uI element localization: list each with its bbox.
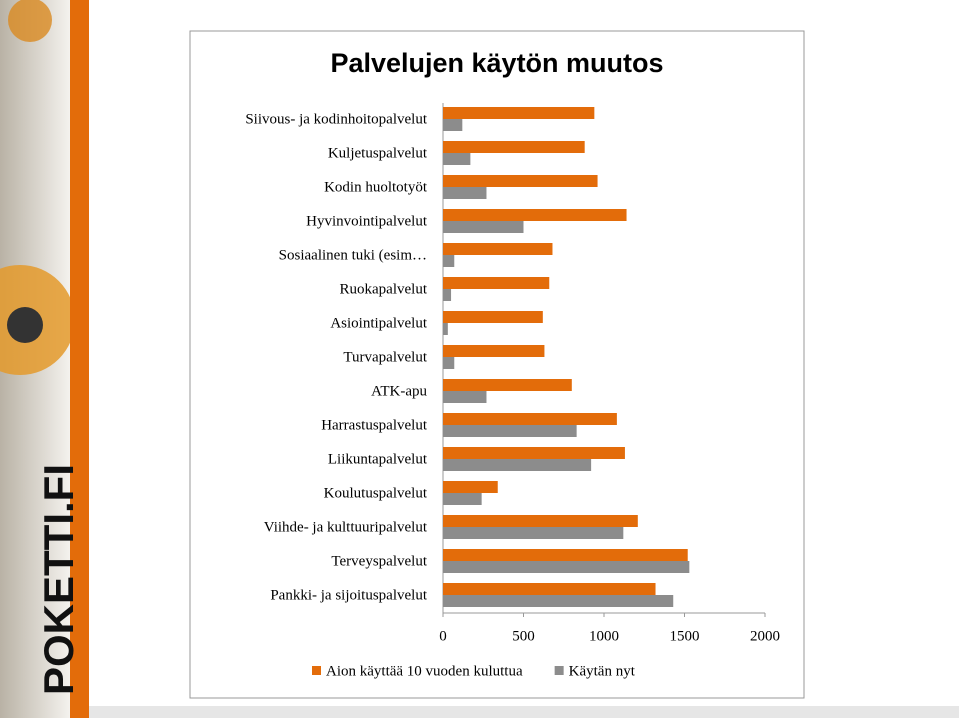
bar — [443, 243, 553, 255]
bar — [443, 425, 577, 437]
bar — [443, 119, 463, 131]
legend-swatch — [554, 666, 564, 675]
y-tick-label: Kodin huoltotyöt — [324, 179, 428, 195]
bar — [443, 187, 487, 199]
legend-label: Käytän nyt — [569, 663, 636, 679]
bottom-strip — [89, 706, 959, 718]
bar — [443, 527, 624, 539]
bar — [443, 515, 638, 527]
bar — [443, 493, 482, 505]
y-tick-label: Liikuntapalvelut — [328, 451, 428, 467]
bar — [443, 175, 598, 187]
accent-stripe — [70, 0, 89, 718]
bar — [443, 221, 524, 233]
y-tick-label: ATK-apu — [371, 383, 427, 399]
bar — [443, 345, 545, 357]
x-tick-label: 500 — [512, 628, 535, 644]
y-tick-label: Viihde- ja kulttuuripalvelut — [264, 519, 428, 535]
bar — [443, 107, 595, 119]
bar — [443, 153, 471, 165]
bar — [443, 447, 625, 459]
y-tick-label: Kuljetuspalvelut — [328, 145, 428, 161]
bar — [443, 277, 550, 289]
bar — [443, 459, 592, 471]
y-tick-label: Koulutuspalvelut — [324, 485, 428, 501]
bar — [443, 561, 690, 573]
bar — [443, 311, 543, 323]
bar — [443, 549, 688, 561]
x-tick-label: 1000 — [589, 628, 619, 644]
bar — [443, 289, 452, 301]
background-image — [7, 307, 43, 343]
y-tick-label: Turvapalvelut — [343, 349, 427, 365]
background-image — [8, 0, 52, 42]
logo: POKETTI.FI — [35, 464, 82, 695]
x-tick-label: 0 — [439, 628, 447, 644]
x-tick-label: 1500 — [670, 628, 700, 644]
chart-title: Palvelujen käytön muutos — [330, 48, 663, 78]
x-tick-label: 2000 — [750, 628, 780, 644]
bar — [443, 481, 498, 493]
bar — [443, 357, 455, 369]
bar — [443, 595, 674, 607]
bar — [443, 379, 572, 391]
y-tick-label: Terveyspalvelut — [331, 553, 427, 569]
y-tick-label: Harrastuspalvelut — [321, 417, 428, 433]
bar — [443, 583, 656, 595]
bar — [443, 209, 627, 221]
y-tick-label: Hyvinvointipalvelut — [306, 213, 428, 229]
bar — [443, 141, 585, 153]
bar — [443, 323, 448, 335]
legend-swatch — [312, 666, 321, 675]
y-tick-label: Pankki- ja sijoituspalvelut — [270, 587, 427, 603]
y-tick-label: Siivous- ja kodinhoitopalvelut — [245, 111, 427, 127]
y-tick-label: Ruokapalvelut — [340, 281, 428, 297]
bar — [443, 255, 455, 267]
bar — [443, 391, 487, 403]
bar — [443, 413, 617, 425]
y-tick-label: Asiointipalvelut — [330, 315, 427, 331]
y-tick-label: Sosiaalinen tuki (esim… — [279, 247, 427, 263]
legend-label: Aion käyttää 10 vuoden kuluttua — [326, 663, 523, 679]
